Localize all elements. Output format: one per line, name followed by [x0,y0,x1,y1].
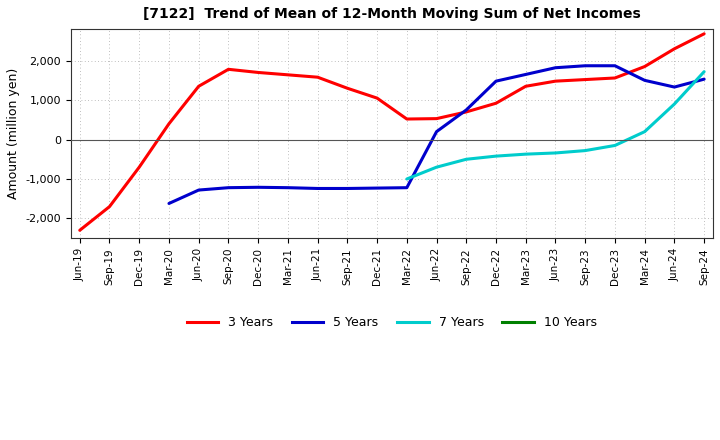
Legend: 3 Years, 5 Years, 7 Years, 10 Years: 3 Years, 5 Years, 7 Years, 10 Years [182,312,602,334]
Y-axis label: Amount (million yen): Amount (million yen) [7,68,20,199]
Title: [7122]  Trend of Mean of 12-Month Moving Sum of Net Incomes: [7122] Trend of Mean of 12-Month Moving … [143,7,641,21]
